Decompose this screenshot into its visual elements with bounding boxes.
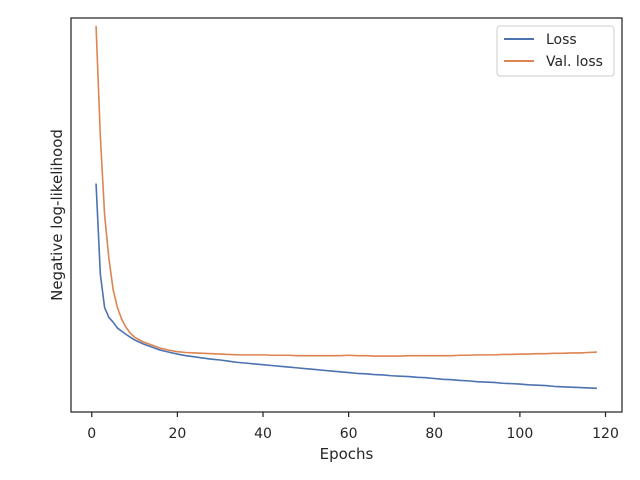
series-line-loss (95, 183, 597, 390)
x-tick-label: 120 (592, 426, 619, 442)
x-tick-label: 0 (87, 426, 96, 442)
x-tick-label: 80 (425, 426, 443, 442)
x-tick-label: 100 (507, 426, 534, 442)
x-tick-label: 60 (340, 426, 358, 442)
y-axis-label: Negative log-likelihood (48, 129, 66, 301)
legend-label-loss: Loss (546, 32, 577, 48)
legend-label-val-loss: Val. loss (546, 54, 603, 70)
x-tick-label: 20 (168, 426, 186, 442)
legend: Loss Val. loss (496, 25, 615, 77)
x-axis-ticks: 0 20 40 60 80 100 120 (87, 412, 619, 442)
x-axis-label: Epochs (320, 445, 374, 463)
series-line-val-loss (95, 25, 597, 357)
plot-area (71, 18, 622, 412)
series-layer (95, 25, 597, 390)
plot-frame (70, 17, 623, 413)
x-tick-label: 40 (254, 426, 272, 442)
